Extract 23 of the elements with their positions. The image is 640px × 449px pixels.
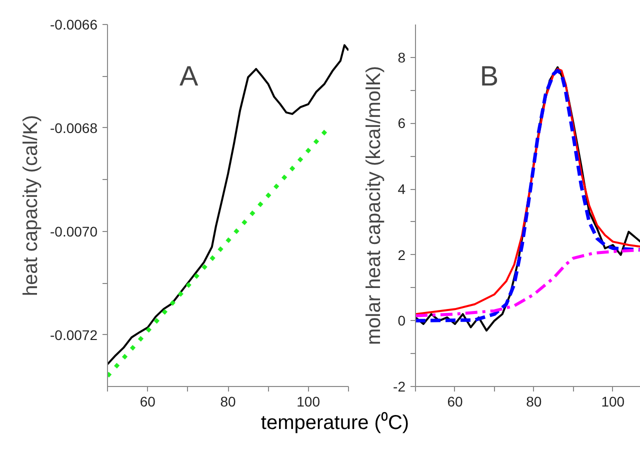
line-series (416, 248, 640, 318)
x-tick-label: 100 (601, 394, 625, 410)
y-tick-label: -0.0070 (50, 223, 98, 240)
y-tick-label: -0.0068 (50, 120, 98, 136)
y-tick-label: 4 (398, 181, 406, 198)
y-tick-label: 0 (398, 312, 406, 329)
x-tick-label: 100 (296, 394, 320, 410)
y-tick-label: 6 (398, 115, 406, 132)
y-tick-label: 2 (398, 246, 406, 263)
x-tick-label: 60 (447, 394, 463, 410)
x-tick-label: 80 (220, 394, 236, 410)
x-tick-label: 80 (526, 394, 542, 410)
annotation: B (480, 60, 499, 92)
y-tick-label: 8 (398, 49, 406, 66)
y-tick-label: -0.0066 (50, 16, 98, 32)
annotation: A (180, 60, 198, 92)
y-axis-title: molar heat capacity (kcal/molK) (363, 66, 386, 345)
y-axis-title: heat capacity (cal/K) (20, 114, 42, 296)
y-tick-label: -0.0072 (50, 326, 98, 343)
y-tick-label: -2 (393, 378, 406, 394)
x-axis-title: temperature (⁰C) (260, 411, 410, 436)
x-tick-label: 60 (140, 394, 156, 410)
line-series (108, 44, 348, 366)
